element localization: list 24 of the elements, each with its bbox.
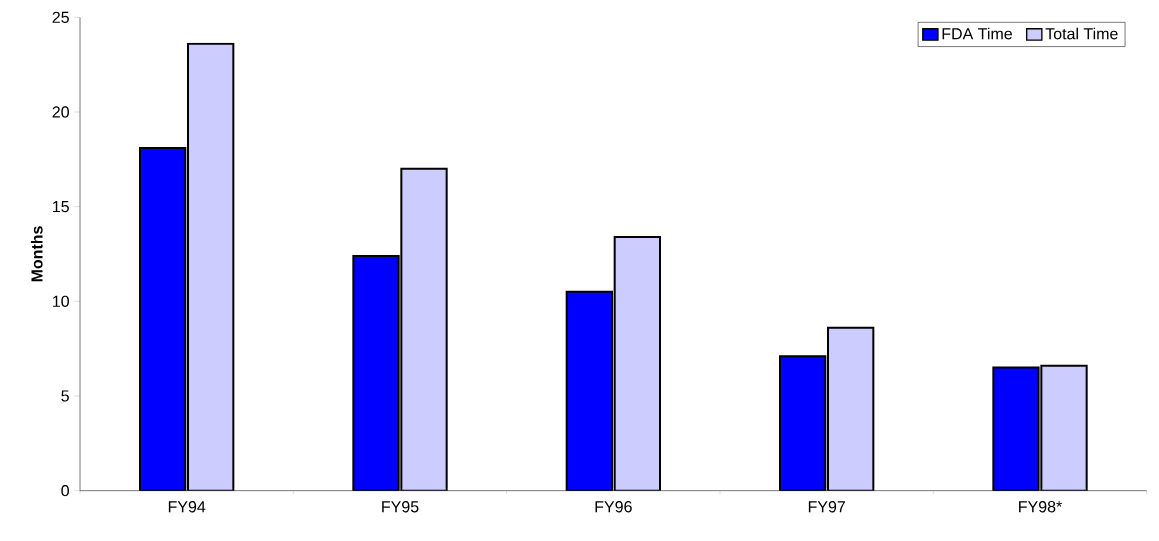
bar [400, 167, 448, 491]
y-axis-title: Months [30, 226, 43, 282]
y-tick-label: 20 [52, 106, 69, 118]
bar [827, 326, 875, 491]
bar [1040, 364, 1088, 491]
bar [613, 235, 661, 491]
x-tick-label: FY96 [595, 500, 632, 513]
legend-label: Total Time [1045, 27, 1118, 40]
y-tick-label: 15 [53, 200, 69, 213]
bar [565, 290, 614, 491]
x-tick-label: FY94 [168, 500, 206, 513]
legend-label: FDA Time [942, 27, 1012, 40]
bar [187, 42, 235, 491]
x-tick-label: FY97 [808, 500, 845, 513]
bar [992, 366, 1040, 491]
y-tick-label: 5 [61, 390, 69, 402]
bar [352, 254, 400, 491]
y-tick-label: 25 [52, 11, 69, 23]
x-tick-label: FY98* [1019, 500, 1062, 513]
y-tick-label: 0 [61, 484, 69, 497]
bar [139, 146, 187, 491]
bar [779, 355, 827, 491]
x-tick-label: FY95 [382, 500, 419, 513]
y-tick-label: 10 [53, 295, 69, 307]
